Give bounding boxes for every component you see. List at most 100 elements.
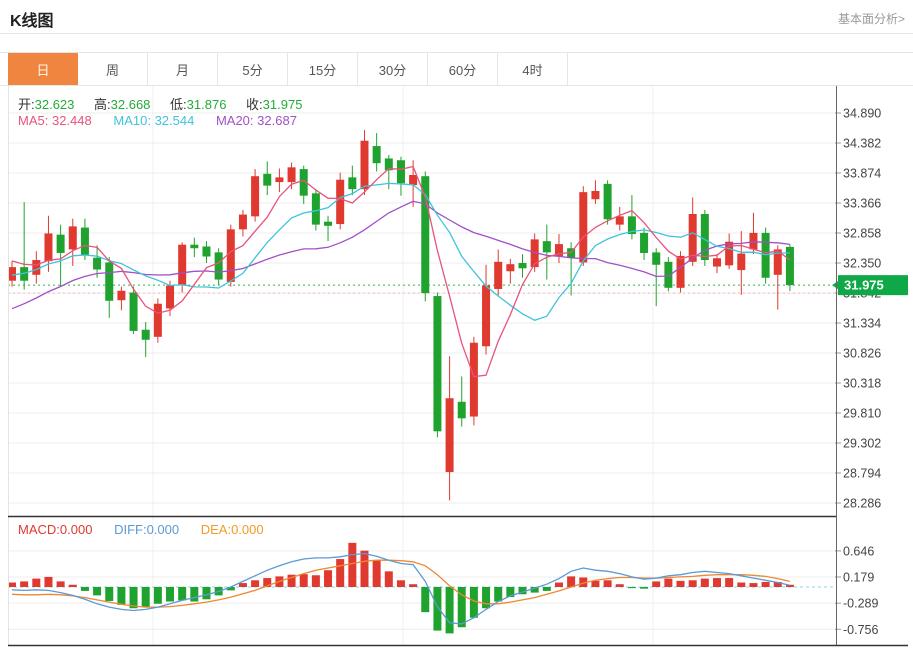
candle-body	[445, 398, 454, 473]
macd-bar	[627, 587, 636, 589]
price-axis-label: 29.810	[843, 407, 881, 421]
macd-bar	[542, 587, 551, 591]
macd-axis-label: 0.646	[843, 544, 874, 558]
macd-bar	[251, 580, 260, 587]
tab-4hour[interactable]: 4时	[498, 53, 568, 85]
candle-body	[226, 229, 235, 282]
macd-bar	[263, 578, 272, 587]
open-readout: 开:32.623	[18, 97, 75, 112]
macd-axis-label: -0.756	[843, 623, 878, 637]
candle-body	[299, 169, 308, 196]
price-axis-label: 32.350	[843, 257, 881, 271]
candle-body	[372, 146, 381, 164]
macd-bar	[153, 587, 162, 604]
tab-15min[interactable]: 15分	[288, 53, 358, 85]
candle-body	[190, 244, 199, 249]
candle-body	[615, 216, 624, 225]
ma5-line	[11, 165, 791, 378]
ma5-readout: MA5: 32.448	[18, 113, 92, 128]
price-axis-label: 28.794	[843, 467, 881, 481]
candle-body	[773, 249, 782, 275]
candle-body	[384, 158, 393, 171]
candle-body	[433, 296, 442, 432]
macd-bar	[785, 584, 794, 587]
candle-body	[44, 233, 53, 262]
ma10-readout: MA10: 32.544	[113, 113, 195, 128]
macd-bar	[482, 587, 491, 609]
tab-month[interactable]: 月	[148, 53, 218, 85]
candle-body	[80, 227, 89, 255]
candle-body	[530, 239, 539, 268]
macd-bar	[287, 574, 296, 587]
tab-day[interactable]: 日	[8, 53, 78, 85]
macd-bar	[652, 581, 661, 587]
candle-body	[603, 183, 612, 220]
candle-body	[664, 261, 673, 288]
macd-bar	[737, 582, 746, 587]
candle-body	[725, 241, 734, 266]
candle-body	[8, 267, 16, 281]
macd-bar	[506, 587, 515, 598]
macd-bar	[178, 587, 187, 601]
fundamental-analysis-link[interactable]: 基本面分析>	[837, 12, 905, 26]
candle-body	[676, 255, 685, 288]
candle-body	[688, 213, 697, 262]
candle-body	[785, 246, 794, 286]
candle-body	[311, 193, 320, 225]
candle-body	[105, 262, 114, 301]
macd-bar	[32, 578, 41, 587]
candle-body	[469, 342, 478, 417]
candle-body	[348, 177, 357, 190]
ma-readout: MA5: 32.448 MA10: 32.544 MA20: 32.687	[18, 113, 315, 128]
macd-bar	[421, 587, 430, 613]
macd-bar	[129, 587, 138, 609]
tab-30min[interactable]: 30分	[358, 53, 428, 85]
macd-bar	[299, 574, 308, 587]
macd-bar	[591, 580, 600, 587]
macd-bar	[749, 583, 758, 587]
dea-value: DEA:0.000	[200, 522, 264, 537]
candle-body	[214, 252, 223, 280]
macd-bar	[348, 542, 357, 587]
tab-5min[interactable]: 5分	[218, 53, 288, 85]
macd-bar	[360, 550, 369, 587]
candle-body	[178, 244, 187, 286]
macd-bar	[676, 580, 685, 587]
macd-bar	[761, 581, 770, 587]
candle-body	[153, 303, 162, 337]
candle-body	[749, 232, 758, 250]
price-axis-label: 34.890	[843, 107, 881, 121]
candle-body	[700, 213, 709, 261]
macd-bar	[409, 584, 418, 587]
candle-body	[396, 160, 405, 184]
macd-bar	[688, 580, 697, 587]
macd-bar	[8, 582, 16, 587]
macd-bar	[469, 587, 478, 618]
candle-body	[275, 177, 284, 183]
candle-body	[457, 401, 466, 419]
candle-body	[129, 292, 138, 331]
candle-body	[579, 192, 588, 263]
price-axis-label: 33.874	[843, 167, 881, 181]
macd-bar	[384, 571, 393, 587]
tab-week[interactable]: 周	[78, 53, 148, 85]
macd-bar	[93, 587, 102, 596]
price-axis-label: 29.302	[843, 437, 881, 451]
diff-line	[11, 552, 791, 625]
price-tag-label: 31.975	[844, 278, 884, 293]
candle-body	[421, 176, 430, 294]
tab-60min[interactable]: 60分	[428, 53, 498, 85]
macd-bar	[105, 587, 114, 601]
ma10-line	[11, 182, 790, 322]
macd-bar	[226, 587, 235, 591]
candle-body	[238, 214, 247, 230]
macd-bar	[664, 578, 673, 587]
interval-tabs: 日 周 月 5分 15分 30分 60分 4时	[8, 53, 568, 85]
candle-body	[324, 221, 333, 226]
low-readout: 低:31.876	[170, 97, 227, 112]
macd-bar	[190, 587, 199, 602]
candle-body	[287, 167, 296, 183]
macd-bar	[712, 578, 721, 587]
